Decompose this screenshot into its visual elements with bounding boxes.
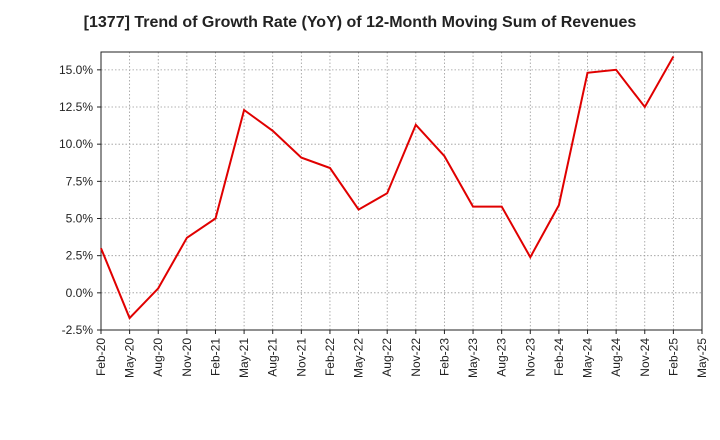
plot-area xyxy=(101,52,702,330)
y-tick-label: 12.5% xyxy=(59,100,93,114)
x-tick-label: May-21 xyxy=(237,338,251,378)
x-tick-label: Aug-20 xyxy=(151,338,165,377)
x-tick-label: Aug-24 xyxy=(609,338,623,377)
x-tick-label: Feb-24 xyxy=(552,338,566,376)
x-tick-label: Nov-21 xyxy=(294,338,308,377)
x-tick-label: Nov-23 xyxy=(523,338,537,377)
x-tick-label: Feb-23 xyxy=(437,338,451,376)
x-tick-label: Feb-20 xyxy=(94,338,108,376)
y-tick-label: 7.5% xyxy=(66,174,94,188)
chart-title: [1377] Trend of Growth Rate (YoY) of 12-… xyxy=(83,14,637,31)
y-tick-label: 5.0% xyxy=(66,212,94,226)
x-tick-label: Feb-21 xyxy=(208,338,222,376)
y-tick-label: 15.0% xyxy=(59,63,93,77)
x-tick-label: Aug-22 xyxy=(380,338,394,377)
x-tick-label: May-20 xyxy=(123,338,137,378)
x-tick-label: May-23 xyxy=(466,338,480,378)
x-tick-label: Aug-21 xyxy=(266,338,280,377)
x-tick-label: Feb-25 xyxy=(666,338,680,376)
y-tick-label: 0.0% xyxy=(66,286,94,300)
x-tick-label: Nov-24 xyxy=(638,338,652,377)
x-tick-label: May-25 xyxy=(695,338,709,378)
y-tick-label: 2.5% xyxy=(66,249,94,263)
plot-frame xyxy=(100,51,703,331)
x-tick-label: Nov-22 xyxy=(409,338,423,377)
x-tick-label: Aug-23 xyxy=(495,338,509,377)
x-tick-label: Nov-20 xyxy=(180,338,194,377)
y-tick-label: 10.0% xyxy=(59,137,93,151)
x-tick-label: May-22 xyxy=(352,338,366,378)
y-tick-label: -2.5% xyxy=(62,323,94,337)
x-tick-label: May-24 xyxy=(581,338,595,378)
x-tick-label: Feb-22 xyxy=(323,338,337,376)
